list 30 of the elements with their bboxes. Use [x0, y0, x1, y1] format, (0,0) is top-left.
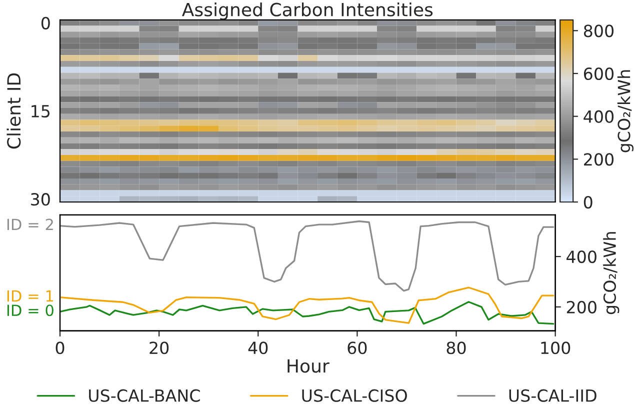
- color-bar-label: 200: [584, 153, 614, 166]
- x-tick-label: 20: [150, 342, 169, 354]
- x-tick-label: 100: [541, 342, 570, 354]
- color-bar-label: 800: [584, 24, 614, 38]
- legend-label: US-CAL-BANC: [89, 389, 200, 402]
- line-series: [60, 301, 554, 325]
- legend-label: US-CAL-IID: [509, 389, 596, 402]
- color-bar-title: gCO₂/kWh: [617, 70, 634, 152]
- chart-title: Assigned Carbon Intensities: [182, 2, 433, 20]
- y2-axis-title: gCO₂/kWh: [603, 232, 620, 314]
- legend-label: US-CAL-CISO: [302, 389, 407, 402]
- y-axis-title: Client ID: [6, 73, 21, 149]
- y-tick-label: 0: [41, 16, 50, 30]
- text: ID = 0: [7, 304, 54, 316]
- x-tick-label: 60: [348, 342, 367, 354]
- line-series: [60, 286, 554, 324]
- color-bar-label: 400: [584, 110, 614, 123]
- text: ID = 1: [7, 290, 54, 302]
- x-tick-label: 0: [56, 342, 64, 354]
- line-series: [60, 220, 554, 292]
- y-tick-label: 30: [31, 193, 50, 206]
- color-bar-label: 600: [584, 67, 614, 80]
- y2-tick-label: 200: [566, 300, 596, 314]
- y2-tick-label: 400: [566, 250, 596, 264]
- x-tick-label: 40: [248, 342, 268, 354]
- y-tick-label: 15: [32, 105, 50, 118]
- x-tick-label: 80: [446, 342, 466, 354]
- color-bar-label: 0: [584, 196, 592, 209]
- x-axis-title: Hour: [288, 359, 330, 373]
- text: ID = 2: [7, 218, 53, 230]
